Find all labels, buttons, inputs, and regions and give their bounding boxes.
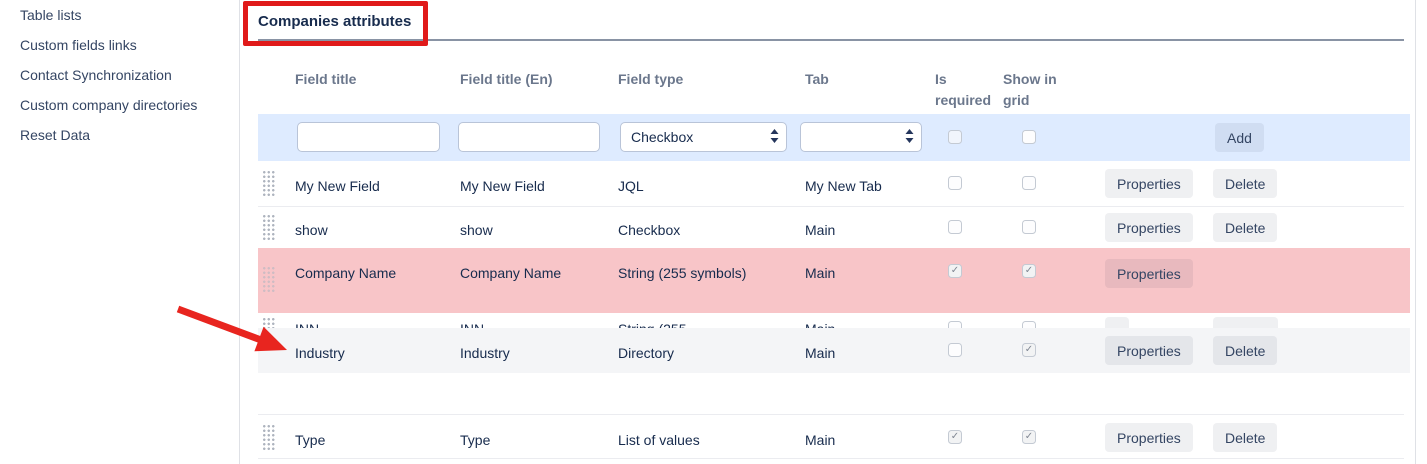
properties-button[interactable]: Properties [1105, 336, 1193, 365]
field-title-en-cell: INN [460, 318, 608, 328]
column-header-tab: Tab [805, 71, 829, 87]
field-title-cell: Company Name [295, 265, 397, 281]
field-type-cell: String (255 [618, 318, 748, 328]
tab-cell: Main [805, 432, 836, 448]
delete-button[interactable] [1213, 317, 1278, 328]
field-title-cell: Industry [295, 345, 345, 361]
is-required-checkbox[interactable] [948, 220, 962, 234]
drag-handle-icon[interactable] [262, 317, 275, 328]
show-in-grid-checkbox[interactable] [1022, 343, 1036, 357]
column-header-show-in-grid: Show in grid [1003, 71, 1057, 108]
is-required-checkbox[interactable] [948, 176, 962, 190]
drag-handle-icon[interactable] [262, 424, 275, 451]
column-header-field-type: Field type [618, 71, 684, 87]
properties-button[interactable]: Properties [1105, 423, 1193, 452]
table-row-inn-clipped: INN INN String (255 Main [258, 315, 1410, 328]
field-title-input[interactable] [297, 122, 440, 152]
field-title-cell: show [295, 222, 328, 238]
field-type-selected-value: Checkbox [631, 129, 694, 145]
properties-button[interactable]: Properties [1105, 259, 1193, 288]
delete-button[interactable]: Delete [1213, 213, 1278, 242]
field-type-cell: JQL [618, 178, 644, 194]
delete-button[interactable]: Delete [1213, 423, 1278, 452]
tab-select[interactable] [800, 122, 922, 152]
delete-button[interactable]: Delete [1213, 336, 1278, 365]
show-in-grid-checkbox[interactable] [1022, 264, 1036, 278]
drag-handle-icon[interactable] [262, 214, 275, 241]
tab-cell: Main [805, 318, 920, 328]
tab-cell: Main [805, 222, 836, 238]
tab-cell: Main [805, 265, 836, 281]
field-title-cell: INN [295, 318, 450, 328]
field-type-cell: List of values [618, 432, 700, 448]
table-row-my-new-field: My New Field My New Field JQL My New Tab… [258, 161, 1410, 206]
properties-button[interactable]: Properties [1105, 213, 1193, 242]
field-title-en-cell: Company Name [460, 265, 562, 281]
tab-cell: Main [805, 345, 836, 361]
title-underline [258, 39, 1404, 41]
select-stepper-icon [770, 128, 779, 146]
field-title-en-cell: My New Field [460, 178, 545, 194]
sidebar-item-reset-data[interactable]: Reset Data [20, 127, 91, 143]
show-in-grid-checkbox[interactable] [1022, 176, 1036, 190]
is-required-checkbox[interactable] [948, 130, 962, 144]
content-right-border [1415, 0, 1416, 464]
field-title-en-cell: Type [460, 432, 491, 448]
table-row-industry: Industry Industry Directory Main Propert… [258, 328, 1410, 373]
show-in-grid-checkbox[interactable] [1022, 130, 1036, 144]
field-type-cell: Checkbox [618, 222, 681, 238]
field-type-cell: Directory [618, 345, 675, 361]
properties-button[interactable]: Properties [1105, 169, 1193, 198]
sidebar-divider [239, 0, 240, 464]
is-required-checkbox[interactable] [948, 321, 962, 328]
add-attribute-row: Checkbox Add [258, 114, 1410, 161]
column-header-is-required: Is required [935, 71, 992, 108]
properties-button[interactable] [1105, 317, 1129, 328]
field-title-cell: Type [295, 432, 326, 448]
table-row-company-name: Company Name Company Name String (255 sy… [258, 248, 1410, 313]
tab-cell: My New Tab [805, 178, 882, 194]
field-type-cell: String (255 symbols) [618, 265, 747, 281]
sidebar-item-custom-fields-links[interactable]: Custom fields links [20, 37, 137, 53]
row-divider [258, 458, 1404, 459]
table-row-type: Type Type List of values Main Properties… [258, 415, 1410, 459]
is-required-checkbox[interactable] [948, 343, 962, 357]
page-title: Companies attributes [258, 13, 412, 30]
sidebar: Table lists Custom fields links Contact … [0, 0, 238, 150]
is-required-checkbox[interactable] [948, 264, 962, 278]
sidebar-item-custom-company-directories[interactable]: Custom company directories [20, 97, 198, 113]
table-row-show: show show Checkbox Main Properties Delet… [258, 207, 1410, 248]
column-header-field-title-en: Field title (En) [460, 71, 553, 87]
delete-button[interactable]: Delete [1213, 169, 1278, 198]
field-title-en-input[interactable] [458, 122, 600, 152]
show-in-grid-checkbox[interactable] [1022, 430, 1036, 444]
show-in-grid-checkbox[interactable] [1022, 321, 1036, 328]
field-title-en-cell: Industry [460, 345, 510, 361]
field-title-cell: My New Field [295, 178, 380, 194]
sidebar-item-table-lists[interactable]: Table lists [20, 7, 82, 23]
field-type-select[interactable]: Checkbox [620, 122, 787, 152]
is-required-checkbox[interactable] [948, 430, 962, 444]
drag-handle-icon[interactable] [262, 170, 275, 197]
row-divider [258, 206, 1404, 207]
sidebar-item-contact-synchronization[interactable]: Contact Synchronization [20, 67, 172, 83]
row-divider [258, 414, 1404, 415]
drag-handle-icon[interactable] [262, 266, 275, 293]
select-stepper-icon [905, 128, 914, 146]
column-header-field-title: Field title [295, 71, 357, 87]
show-in-grid-checkbox[interactable] [1022, 220, 1036, 234]
add-button[interactable]: Add [1215, 123, 1264, 152]
field-title-en-cell: show [460, 222, 493, 238]
